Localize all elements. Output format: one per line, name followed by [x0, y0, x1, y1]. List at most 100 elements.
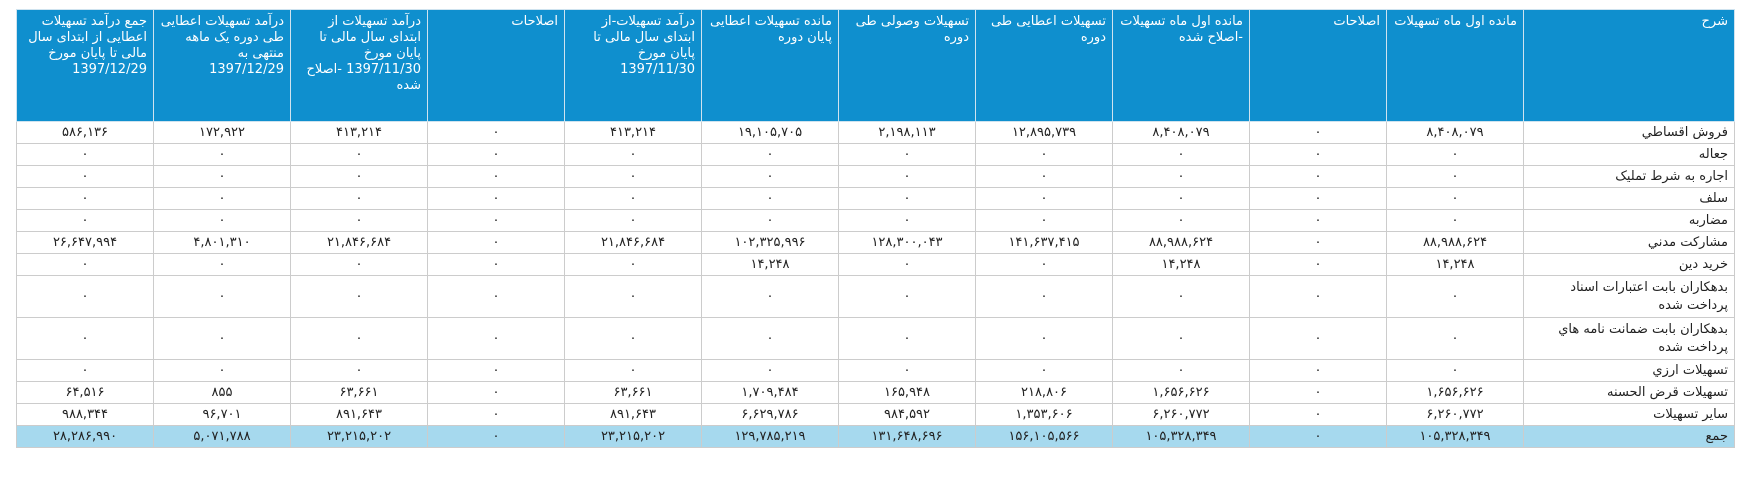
table-cell: ۰	[290, 143, 428, 166]
table-cell: ۰	[1386, 275, 1524, 318]
table-cell: ۰	[1112, 275, 1250, 318]
table-cell: ۲۶,۶۴۷,۹۹۴	[16, 231, 154, 254]
table-cell: ۰	[838, 187, 976, 210]
table-cell: ۰	[427, 187, 565, 210]
table-cell: ۰	[1249, 165, 1387, 188]
table-cell: ۰	[1249, 253, 1387, 276]
table-cell: ۰	[975, 187, 1113, 210]
table-cell: ۱۰۲,۳۲۵,۹۹۶	[701, 231, 839, 254]
table-cell: ۱۶۵,۹۴۸	[838, 381, 976, 404]
table-cell: ۰	[16, 187, 154, 210]
table-row: مشارکت مدني ۸۸,۹۸۸,۶۲۴ ۰ ۸۸,۹۸۸,۶۲۴ ۱۴۱,۶۳۷,…	[16, 231, 1735, 254]
table-cell: ۱,۶۵۶,۶۲۶	[1386, 381, 1524, 404]
table-cell: ۰	[1249, 403, 1387, 426]
table-cell: ۰	[290, 165, 428, 188]
table-row: جعاله ۰ ۰ ۰ ۰ ۰ ۰ ۰ ۰ ۰ ۰ ۰	[16, 143, 1735, 166]
table-header: شرح مانده اول ماه تسهیلات اصلاحات مانده اول…	[16, 9, 1735, 122]
row-label: فروش اقساطي	[1523, 121, 1735, 144]
column-header: اصلاحات	[1249, 9, 1387, 122]
table-cell: ۰	[1249, 231, 1387, 254]
table-cell: ۴۱۳,۲۱۴	[564, 121, 702, 144]
table-cell: ۰	[1112, 359, 1250, 382]
table-cell: ۶,۶۲۹,۷۸۶	[701, 403, 839, 426]
table-cell: ۱,۳۵۳,۶۰۶	[975, 403, 1113, 426]
table-cell: ۱۷۲,۹۲۲	[153, 121, 291, 144]
table-cell: ۰	[564, 209, 702, 232]
table-cell: ۹۸۴,۵۹۲	[838, 403, 976, 426]
table-cell: ۱۴,۲۴۸	[701, 253, 839, 276]
column-header: اصلاحات	[427, 9, 565, 122]
column-header: تسهیلات وصولی طی دوره	[838, 9, 976, 122]
table-cell: ۰	[1386, 209, 1524, 232]
table-cell: ۰	[701, 143, 839, 166]
table-cell: ۱۴,۲۴۸	[1386, 253, 1524, 276]
row-label: جعاله	[1523, 143, 1735, 166]
table-cell: ۰	[427, 275, 565, 318]
table-cell: ۰	[1112, 165, 1250, 188]
column-header: مانده تسهیلات اعطایی پایان دوره	[701, 9, 839, 122]
table-cell: ۶۳,۶۶۱	[290, 381, 428, 404]
table-cell: ۰	[16, 317, 154, 360]
table-cell: ۱۲۸,۳۰۰,۰۴۳	[838, 231, 976, 254]
table-cell: ۴۱۳,۲۱۴	[290, 121, 428, 144]
table-cell: ۰	[16, 253, 154, 276]
row-label: مضاربه	[1523, 209, 1735, 232]
table-cell: ۱۳۱,۶۴۸,۶۹۶	[838, 425, 976, 448]
table-cell: ۰	[838, 359, 976, 382]
table-cell: ۰	[1249, 275, 1387, 318]
table-cell: ۰	[1386, 165, 1524, 188]
table-cell: ۵,۰۷۱,۷۸۸	[153, 425, 291, 448]
table-cell: ۰	[1249, 359, 1387, 382]
table-cell: ۰	[427, 121, 565, 144]
table-cell: ۰	[1386, 143, 1524, 166]
table-cell: ۰	[701, 317, 839, 360]
table-cell: ۰	[16, 275, 154, 318]
table-cell: ۰	[1249, 317, 1387, 360]
table-cell: ۱۹,۱۰۵,۷۰۵	[701, 121, 839, 144]
table-cell: ۲,۱۹۸,۱۱۳	[838, 121, 976, 144]
table-cell: ۰	[838, 209, 976, 232]
table-cell: ۰	[153, 253, 291, 276]
table-row: بدهکاران بابت ضمانت نامه هاي پرداخت شده ۰…	[16, 317, 1735, 360]
table-cell: ۰	[427, 143, 565, 166]
total-row: جمع ۱۰۵,۳۲۸,۳۴۹ ۰ ۱۰۵,۳۲۸,۳۴۹ ۱۵۶,۱۰۵,۵۶۶ ۱۳۱…	[16, 425, 1735, 448]
table-cell: ۰	[564, 187, 702, 210]
table-cell: ۰	[975, 253, 1113, 276]
table-cell: ۱۰۵,۳۲۸,۳۴۹	[1112, 425, 1250, 448]
table-cell: ۰	[975, 359, 1113, 382]
table-cell: ۱۴,۲۴۸	[1112, 253, 1250, 276]
column-header: جمع درآمد تسهیلات اعطایی از ابتدای سال م…	[16, 9, 154, 122]
table-cell: ۰	[153, 359, 291, 382]
table-cell: ۰	[838, 165, 976, 188]
row-label: مشارکت مدني	[1523, 231, 1735, 254]
table-cell: ۰	[290, 253, 428, 276]
table-cell: ۰	[290, 359, 428, 382]
table-row: تسهيلات ارزي ۰ ۰ ۰ ۰ ۰ ۰ ۰ ۰ ۰ ۰ ۰	[16, 359, 1735, 382]
table-cell: ۰	[701, 187, 839, 210]
table-cell: ۲۸,۲۸۶,۹۹۰	[16, 425, 154, 448]
table-cell: ۱۴۱,۶۳۷,۴۱۵	[975, 231, 1113, 254]
column-header: تسهیلات اعطایی طی دوره	[975, 9, 1113, 122]
table-row: خريد دين ۱۴,۲۴۸ ۰ ۱۴,۲۴۸ ۰ ۰ ۱۴,۲۴۸ ۰ ۰ ۰ ۰ ۰	[16, 253, 1735, 276]
table-cell: ۰	[153, 275, 291, 318]
table-cell: ۱,۷۰۹,۴۸۴	[701, 381, 839, 404]
table-row: سلف ۰ ۰ ۰ ۰ ۰ ۰ ۰ ۰ ۰ ۰ ۰	[16, 187, 1735, 210]
table-cell: ۰	[975, 143, 1113, 166]
table-cell: ۰	[1112, 209, 1250, 232]
table-cell: ۰	[153, 187, 291, 210]
table-cell: ۰	[1249, 425, 1387, 448]
table-row: تسهيلات قرض الحسنه ۱,۶۵۶,۶۲۶ ۰ ۱,۶۵۶,۶۲۶ ۲۱۸…	[16, 381, 1735, 404]
table-cell: ۴,۸۰۱,۳۱۰	[153, 231, 291, 254]
row-label: تسهيلات ارزي	[1523, 359, 1735, 382]
table-cell: ۰	[1112, 143, 1250, 166]
row-label: خريد دين	[1523, 253, 1735, 276]
row-label: بدهکاران بابت ضمانت نامه هاي پرداخت شده	[1523, 317, 1735, 360]
table-cell: ۶۴,۵۱۶	[16, 381, 154, 404]
table-cell: ۸,۴۰۸,۰۷۹	[1112, 121, 1250, 144]
table-cell: ۰	[701, 165, 839, 188]
facilities-table: شرح مانده اول ماه تسهیلات اصلاحات مانده اول…	[16, 9, 1735, 448]
table-cell: ۰	[16, 359, 154, 382]
table-cell: ۹۸۸,۳۴۴	[16, 403, 154, 426]
table-cell: ۰	[1249, 143, 1387, 166]
table-cell: ۰	[564, 143, 702, 166]
